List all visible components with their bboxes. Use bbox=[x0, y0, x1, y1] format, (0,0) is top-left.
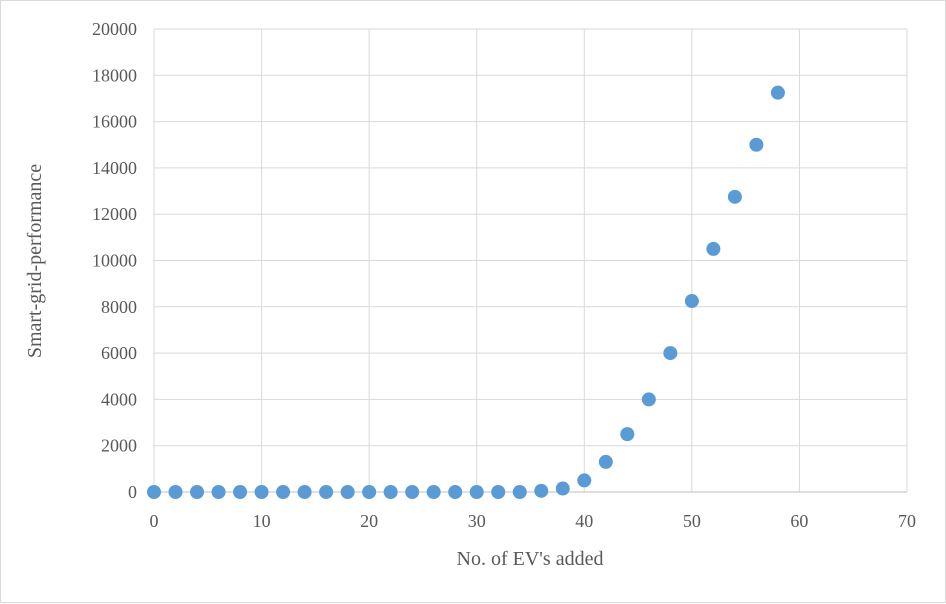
data-point bbox=[340, 485, 355, 499]
y-tick-labels: 0 2000 4000 6000 8000 10000 12000 14000 16000 180… bbox=[92, 19, 137, 502]
data-point bbox=[577, 473, 592, 488]
data-point bbox=[297, 485, 312, 499]
data-point bbox=[663, 346, 678, 361]
data-point bbox=[749, 137, 764, 152]
x-tick-label: 30 bbox=[468, 511, 486, 531]
data-point bbox=[383, 485, 398, 499]
y-tick-label: 10000 bbox=[92, 251, 137, 271]
x-tick-label: 50 bbox=[683, 511, 701, 531]
data-point bbox=[190, 485, 205, 499]
y-tick-label: 2000 bbox=[101, 436, 137, 456]
data-point bbox=[727, 189, 742, 204]
data-point bbox=[211, 485, 226, 499]
data-point bbox=[684, 294, 699, 309]
x-gridlines bbox=[153, 29, 908, 492]
data-point bbox=[555, 481, 570, 496]
data-point bbox=[512, 485, 527, 499]
data-point bbox=[469, 485, 484, 499]
data-point bbox=[426, 485, 441, 499]
data-points bbox=[147, 85, 785, 499]
data-point bbox=[448, 485, 463, 499]
data-point bbox=[641, 392, 656, 407]
x-axis-title: No. of EV's added bbox=[457, 548, 604, 570]
y-tick-label: 14000 bbox=[92, 158, 137, 178]
data-point bbox=[770, 85, 785, 100]
y-tick-label: 20000 bbox=[92, 19, 137, 39]
data-point bbox=[491, 485, 506, 499]
y-tick-label: 6000 bbox=[101, 343, 137, 363]
data-point bbox=[598, 454, 613, 469]
y-axis-title: Smart-grid-performance bbox=[24, 164, 46, 358]
x-tick-label: 60 bbox=[790, 511, 808, 531]
data-point bbox=[405, 485, 420, 499]
x-tick-label: 20 bbox=[360, 511, 378, 531]
data-point bbox=[319, 485, 334, 499]
x-tick-label: 10 bbox=[253, 511, 271, 531]
y-tick-label: 18000 bbox=[92, 65, 137, 85]
x-tick-labels: 0 10 20 30 40 50 60 70 bbox=[150, 511, 917, 531]
data-point bbox=[362, 485, 377, 499]
data-point bbox=[147, 485, 161, 499]
y-tick-label: 0 bbox=[128, 482, 137, 502]
data-point bbox=[276, 485, 291, 499]
data-point bbox=[620, 427, 635, 442]
data-point bbox=[168, 485, 183, 499]
data-point bbox=[706, 241, 721, 256]
data-point bbox=[233, 485, 248, 499]
y-gridlines bbox=[154, 28, 907, 447]
y-tick-label: 12000 bbox=[92, 204, 137, 224]
y-tick-label: 4000 bbox=[101, 389, 137, 409]
data-point bbox=[534, 483, 549, 498]
y-tick-label: 16000 bbox=[92, 112, 137, 132]
x-tick-label: 70 bbox=[898, 511, 916, 531]
x-tick-label: 0 bbox=[150, 511, 159, 531]
data-point bbox=[254, 485, 269, 499]
y-tick-label: 8000 bbox=[101, 297, 137, 317]
x-tick-label: 40 bbox=[575, 511, 593, 531]
